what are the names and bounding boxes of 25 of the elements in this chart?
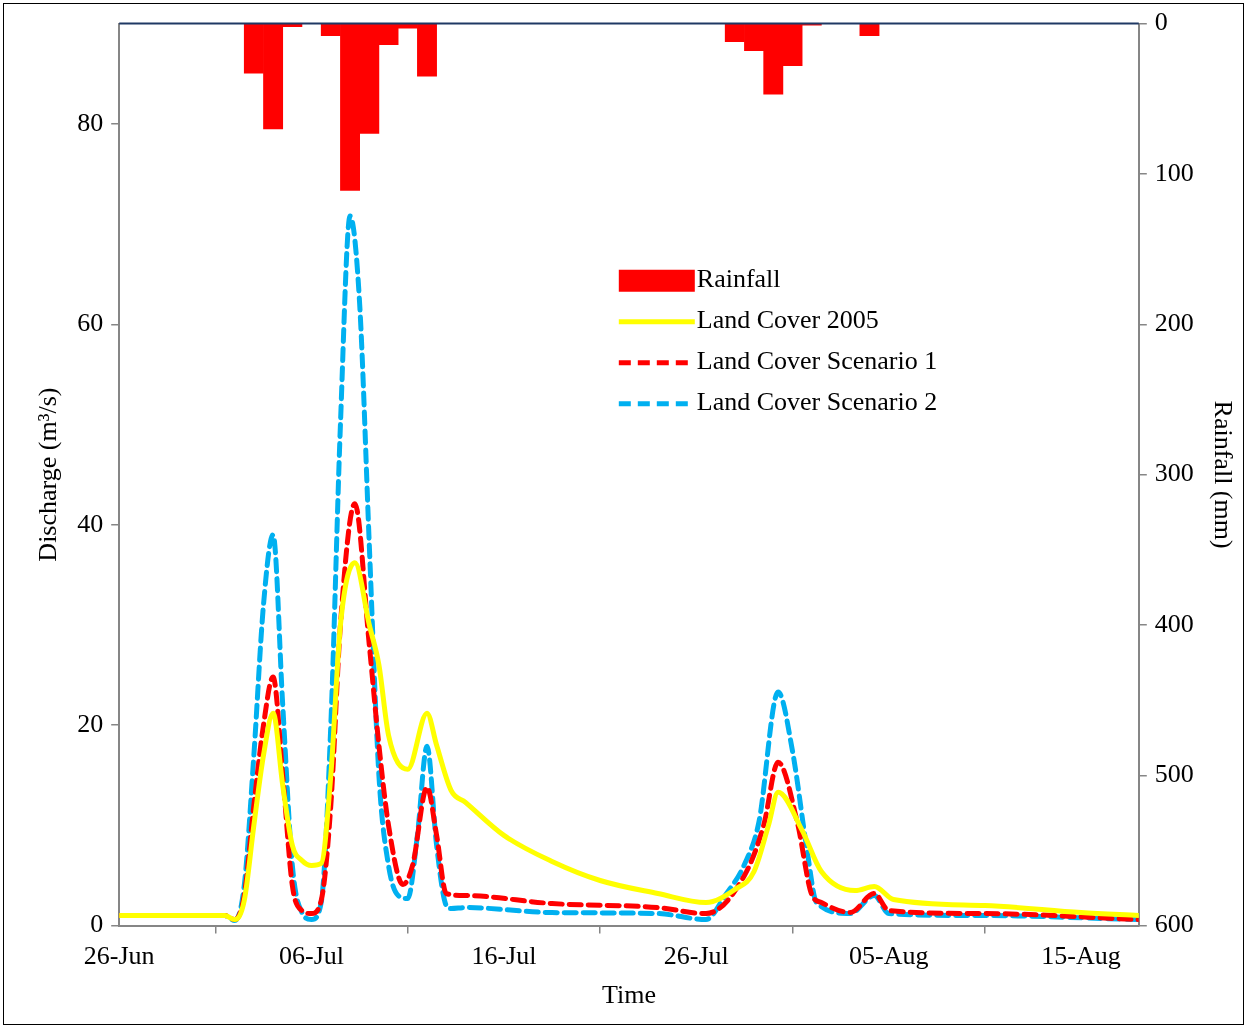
x-tick-label: 26-Jul bbox=[663, 941, 729, 971]
legend-label: Rainfall bbox=[696, 264, 781, 294]
y-tick-label: 60 bbox=[77, 308, 104, 338]
y2-tick-label: 200 bbox=[1154, 308, 1194, 338]
y2-tick-label: 500 bbox=[1154, 759, 1194, 789]
x-tick-label: 26-Jun bbox=[83, 941, 155, 971]
y-tick-label: 0 bbox=[90, 909, 104, 939]
y-axis-title: Discharge (m³/s) bbox=[33, 387, 63, 562]
x-tick-label: 15-Aug bbox=[1041, 941, 1121, 971]
x-axis-title: Time bbox=[602, 980, 656, 1010]
legend-label: Land Cover 2005 bbox=[696, 305, 879, 335]
y2-axis-title: Rainfall (mm) bbox=[1208, 400, 1238, 549]
legend-label: Land Cover Scenario 2 bbox=[696, 387, 938, 417]
y2-tick-label: 0 bbox=[1154, 7, 1168, 37]
y2-tick-label: 600 bbox=[1154, 909, 1194, 939]
y2-tick-label: 100 bbox=[1154, 157, 1194, 187]
y2-tick-label: 400 bbox=[1154, 608, 1194, 638]
y2-tick-label: 300 bbox=[1154, 458, 1194, 488]
x-tick-label: 06-Jul bbox=[279, 941, 345, 971]
legend-label: Land Cover Scenario 1 bbox=[696, 346, 938, 376]
y-tick-label: 40 bbox=[77, 508, 104, 538]
x-tick-label: 05-Aug bbox=[848, 941, 929, 971]
x-tick-label: 16-Jul bbox=[471, 941, 537, 971]
y-tick-label: 20 bbox=[77, 708, 104, 738]
y-tick-label: 80 bbox=[77, 107, 104, 137]
